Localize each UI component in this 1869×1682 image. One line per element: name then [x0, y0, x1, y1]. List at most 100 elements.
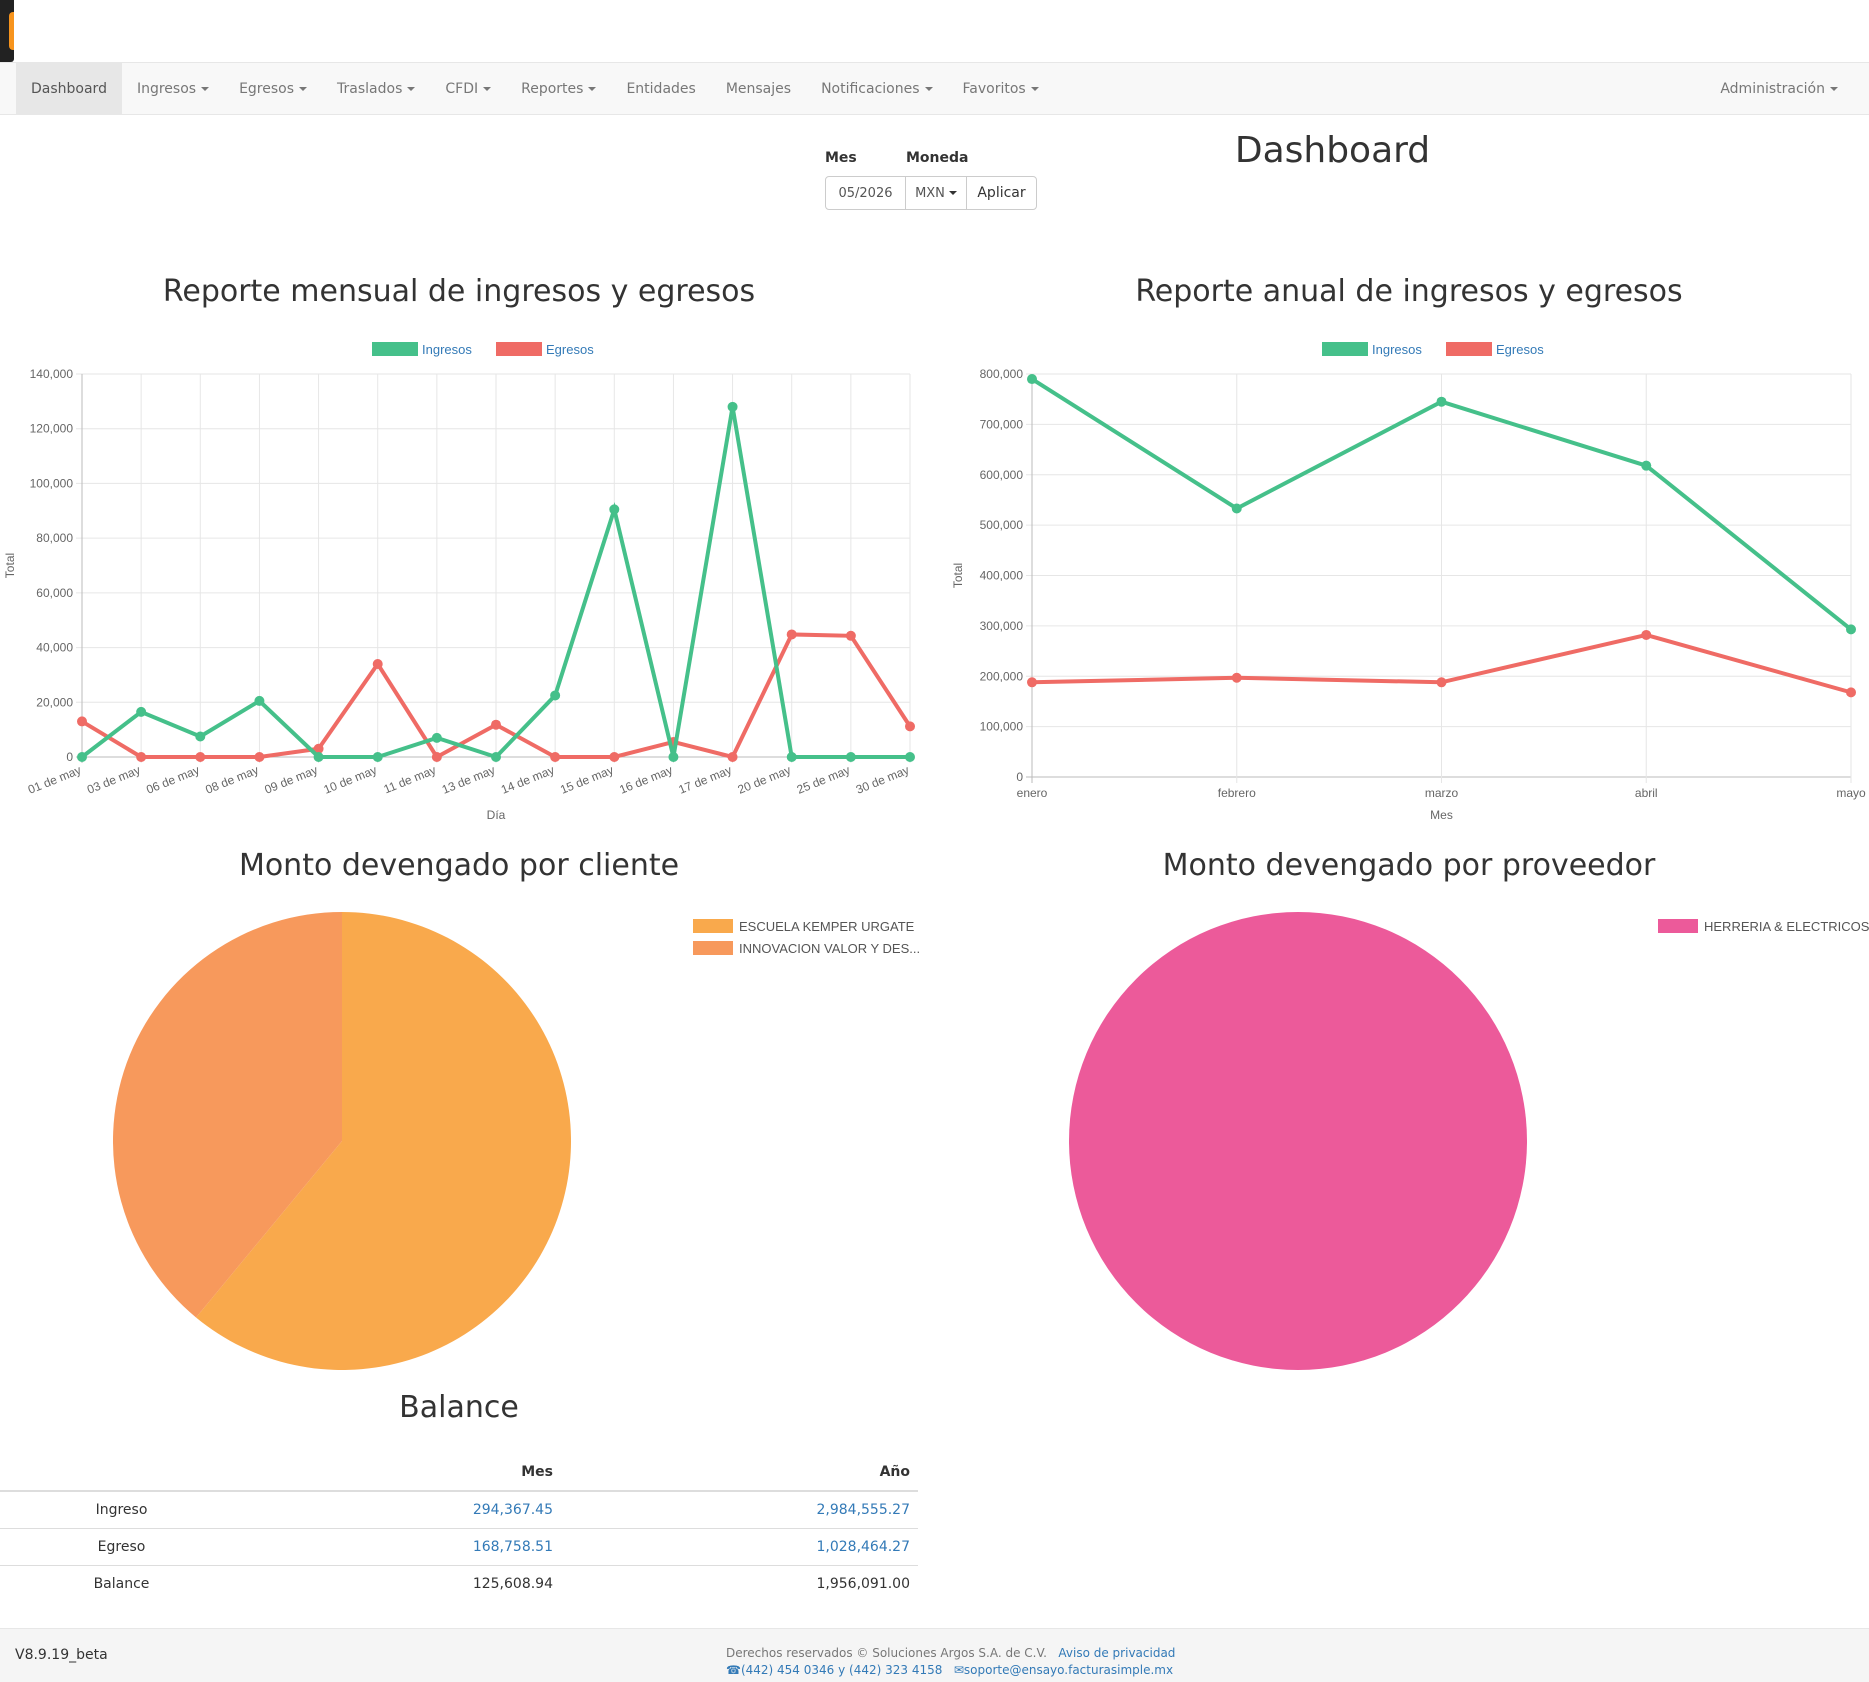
x-tick-label: 16 de may [617, 763, 674, 797]
provider-pie-title: Monto devengado por proveedor [1162, 848, 1656, 883]
nav-item-label: Traslados [337, 81, 403, 97]
balance-link-egreso-mes[interactable]: 168,758.51 [472, 1538, 553, 1555]
monthly-line-chart: Ingresos Egresos 0 20,000 40,000 60,000 80,000… [3, 342, 915, 822]
y-tick-label: 300,000 [980, 619, 1024, 633]
nav-item-ingresos[interactable]: Ingresos [122, 63, 224, 115]
table-row: Ingreso 294,367.45 2,984,555.27 [0, 1491, 918, 1528]
pie-slice [1069, 912, 1527, 1370]
footer-rights: Derechos reservados © Soluciones Argos S… [726, 1646, 1047, 1660]
data-point-ingresos [668, 752, 679, 762]
data-point-ingresos [431, 732, 442, 743]
nav-item-label: Mensajes [725, 81, 792, 97]
y-tick-label: 700,000 [980, 417, 1024, 431]
nav-item-reportes[interactable]: Reportes [506, 63, 611, 115]
x-tick-label: 06 de may [144, 763, 201, 797]
data-point-egresos [905, 721, 915, 732]
legend-label: HERRERIA & ELECTRICOS [1704, 919, 1869, 934]
y-tick-label: 40,000 [36, 641, 73, 655]
y-tick-label: 200,000 [980, 669, 1024, 683]
legend-swatch [693, 941, 733, 955]
nav-item-label: Notificaciones [821, 81, 920, 97]
y-axis-title: Total [3, 553, 17, 578]
pie-slice [196, 912, 571, 1370]
page-title: Dashboard [1234, 130, 1431, 171]
balance-link-ingreso-mes[interactable]: 294,367.45 [472, 1501, 553, 1518]
y-axis-title: Total [951, 563, 965, 588]
data-point-egresos [136, 752, 147, 762]
app-logo[interactable] [0, 0, 14, 62]
x-tick-label: 09 de may [262, 763, 319, 797]
month-label: Mes [825, 150, 857, 166]
table-row: Egreso 168,758.51 1,028,464.27 [0, 1527, 918, 1565]
nav-item-administracion[interactable]: Administración [1705, 63, 1853, 115]
nav-right: Administración [1705, 63, 1853, 115]
y-tick-label: 0 [1016, 770, 1023, 784]
y-tick-label: 100,000 [30, 476, 74, 490]
data-point-ingresos [136, 706, 147, 717]
annual-line-chart: Ingresos Egresos 0 100,000 200,000 300,000 400… [951, 342, 1866, 822]
legend-swatch [1658, 919, 1698, 933]
nav-item-egresos[interactable]: Egresos [224, 63, 322, 115]
pie-slice [113, 912, 342, 1318]
data-point-egresos [845, 630, 856, 641]
y-tick-label: 500,000 [980, 518, 1024, 532]
caret-down-icon [299, 87, 308, 91]
monthly-chart-title: Reporte mensual de ingresos y egresos [162, 274, 756, 309]
nav-item-mensajes[interactable]: Mensajes [711, 63, 806, 115]
data-point-ingresos [372, 752, 383, 762]
apply-button[interactable]: Aplicar [966, 176, 1037, 210]
x-tick-label: 11 de may [382, 763, 438, 797]
table-row: Balance 125,608.94 1,956,091.00 [0, 1564, 918, 1602]
caret-down-icon [1830, 87, 1838, 91]
legend-swatch-ingresos [372, 342, 418, 356]
data-point-egresos [195, 752, 206, 762]
nav-item-traslados[interactable]: Traslados [322, 63, 430, 115]
currency-label: Moneda [906, 150, 969, 166]
nav-item-entidades[interactable]: Entidades [611, 63, 710, 115]
balance-link-egreso-anio[interactable]: 1,028,464.27 [816, 1538, 910, 1555]
x-tick-label: 20 de may [736, 763, 793, 797]
month-input[interactable]: 05/2026 [825, 176, 906, 210]
data-point-ingresos [1231, 503, 1242, 514]
balance-link-ingreso-anio[interactable]: 2,984,555.27 [816, 1501, 910, 1518]
x-tick-label: mayo [1836, 786, 1866, 800]
data-point-egresos [550, 752, 561, 762]
nav-item-label: Dashboard [31, 81, 107, 97]
caret-down-icon [407, 87, 416, 91]
x-tick-label: 30 de may [854, 763, 911, 797]
data-point-ingresos [845, 752, 856, 762]
nav-item-favoritos[interactable]: Favoritos [948, 63, 1054, 115]
nav-item-cfdi[interactable]: CFDI [430, 63, 506, 115]
data-point-egresos [786, 629, 797, 640]
x-tick-label: febrero [1218, 786, 1256, 800]
currency-value: MXN [915, 185, 945, 201]
legend-label-egresos: Egresos [546, 342, 594, 357]
footer-phones[interactable]: (442) 454 0346 y (442) 323 4158 [740, 1663, 943, 1677]
client-pie-title: Monto devengado por cliente [238, 848, 680, 883]
balance-row-label: Egreso [0, 1527, 243, 1565]
phone-icon: ☎ [726, 1663, 741, 1677]
data-point-ingresos [313, 752, 324, 762]
data-point-egresos [254, 752, 265, 762]
legend-swatch-egresos [1446, 342, 1492, 356]
y-tick-label: 100,000 [980, 720, 1024, 734]
data-point-ingresos [1027, 374, 1037, 385]
x-tick-label: 10 de may [322, 763, 379, 797]
annual-chart-title: Reporte anual de ingresos y egresos [1135, 274, 1683, 309]
currency-select[interactable]: MXN [905, 176, 967, 210]
client-pie-chart: ESCUELA KEMPER URGATE INNOVACION VALOR Y … [113, 912, 920, 1370]
nav-item-label: Ingresos [136, 81, 197, 97]
x-axis-title: Día [487, 808, 506, 822]
caret-down-icon [201, 87, 210, 91]
nav-item-dashboard[interactable]: Dashboard [16, 63, 122, 115]
nav-item-notificaciones[interactable]: Notificaciones [806, 63, 947, 115]
y-tick-label: 140,000 [30, 367, 74, 381]
x-axis-title: Mes [1430, 808, 1453, 822]
data-point-ingresos [195, 731, 206, 742]
footer-email[interactable]: soporte@ensayo.facturasimple.mx [963, 1663, 1174, 1677]
data-point-egresos [77, 716, 87, 727]
legend-label-egresos: Egresos [1496, 342, 1544, 357]
data-point-egresos [1846, 687, 1856, 698]
privacy-link[interactable]: Aviso de privacidad [1058, 1646, 1176, 1660]
x-tick-label: 03 de may [85, 763, 142, 797]
